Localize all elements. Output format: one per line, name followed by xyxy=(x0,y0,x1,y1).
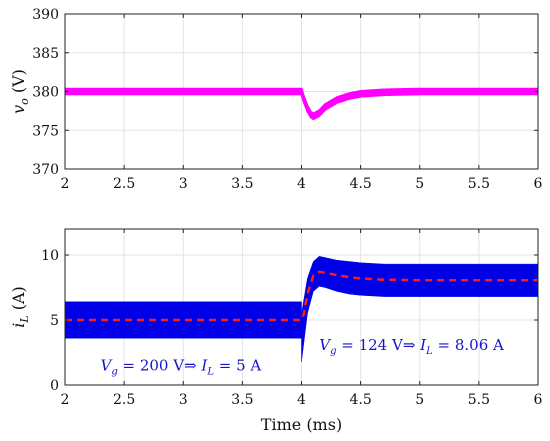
x-tick-label: 6 xyxy=(534,392,543,408)
y-axis-label-unit: (A) xyxy=(9,286,28,315)
annotation: Vg = 200 V⇒ IL = 5 A xyxy=(100,357,261,378)
x-tick-label: 2 xyxy=(61,392,70,408)
y-tick-label: 385 xyxy=(32,46,59,62)
annotation-part: = 124 V⇒ xyxy=(336,336,420,354)
annotation-part: V xyxy=(100,357,113,375)
series-line-dashed xyxy=(65,270,538,322)
annotation-part: V xyxy=(319,336,332,354)
series-group xyxy=(65,256,538,362)
annotation-part: I xyxy=(419,336,427,354)
y-axis-label-var: i xyxy=(9,323,28,328)
y-tick-label: 390 xyxy=(32,7,59,23)
x-axis-label: Time (ms) xyxy=(261,415,342,434)
x-tick-label: 5 xyxy=(415,176,424,192)
x-tick-label: 4 xyxy=(297,392,306,408)
y-tick-label: 370 xyxy=(32,162,59,178)
annotation-part: = 200 V⇒ xyxy=(118,357,202,375)
y-axis-label-unit: (V) xyxy=(9,69,28,98)
x-tick-label: 2.5 xyxy=(113,392,135,408)
annotation-part: g xyxy=(111,367,117,378)
y-tick-label: 380 xyxy=(32,85,59,101)
x-tick-label: 4.5 xyxy=(349,392,371,408)
y-axis-label-var: v xyxy=(9,105,28,114)
y-axis-label: vo (V) xyxy=(9,69,31,114)
annotation-part: = 8.06 A xyxy=(433,336,504,354)
x-tick-label: 3 xyxy=(179,392,188,408)
y-axis-label-sub: o xyxy=(18,98,31,105)
x-tick-label: 4.5 xyxy=(349,176,371,192)
x-tick-label: 5.5 xyxy=(468,176,490,192)
series-line xyxy=(65,87,538,121)
x-tick-label: 5.5 xyxy=(468,392,490,408)
y-axis-label-sub: L xyxy=(18,315,31,323)
y-tick-label: 5 xyxy=(50,313,59,329)
x-tick-label: 2 xyxy=(61,176,70,192)
annotation-part: = 5 A xyxy=(214,357,261,375)
annotation-part: L xyxy=(206,367,214,378)
x-tick-label: 6 xyxy=(534,176,543,192)
x-tick-label: 2.5 xyxy=(113,176,135,192)
series-band xyxy=(65,256,538,362)
annotation-part: I xyxy=(200,357,208,375)
annotation: Vg = 124 V⇒ IL = 8.06 A xyxy=(319,336,504,357)
series-group xyxy=(65,87,538,121)
x-tick-label: 3.5 xyxy=(231,176,253,192)
y-tick-label: 0 xyxy=(50,378,59,394)
y-tick-label: 375 xyxy=(32,123,59,139)
y-axis-label: iL (A) xyxy=(9,286,31,328)
annotation-part: g xyxy=(330,346,336,357)
x-tick-label: 4 xyxy=(297,176,306,192)
x-tick-label: 5 xyxy=(415,392,424,408)
annotation-part: L xyxy=(425,346,433,357)
x-tick-label: 3.5 xyxy=(231,392,253,408)
y-tick-label: 10 xyxy=(41,248,59,264)
panel-1: 2 2.5 3 3.5 4 4.5 5 5.5 6 370 375 380 385 390 vo (V) xyxy=(9,7,543,192)
x-tick-label: 3 xyxy=(179,176,188,192)
